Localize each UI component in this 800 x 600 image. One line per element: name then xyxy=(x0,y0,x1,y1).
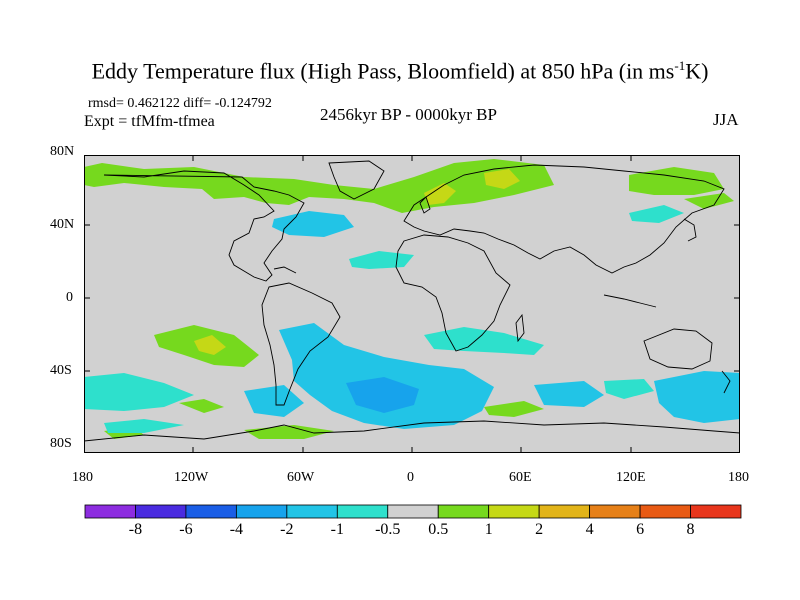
coast-madagascar xyxy=(515,313,525,343)
coast-europe-asia xyxy=(403,164,725,274)
y-tick-40N: 40N xyxy=(50,217,75,232)
map-title: Eddy Temperature flux (High Pass, Bloomf… xyxy=(91,58,709,84)
coast-uk xyxy=(419,196,431,214)
coast-australia xyxy=(643,328,713,370)
colorbar-box-3 xyxy=(235,504,288,519)
coast-new-zealand xyxy=(721,370,731,394)
colorbar-box-5 xyxy=(336,504,389,519)
x-tick-180-west: 180 xyxy=(72,470,93,485)
colorbar-label: 1 xyxy=(484,521,493,538)
anomaly-green-southern-ocean-b xyxy=(484,401,544,417)
colorbar-box-8 xyxy=(488,504,540,519)
coast-caribbean xyxy=(273,266,297,274)
y-tick-40S: 40S xyxy=(50,363,72,378)
coast-south-america xyxy=(261,282,341,406)
anomaly-cyan-south-atlantic-large xyxy=(279,323,494,429)
colorbar-label: -1 xyxy=(330,521,344,538)
world-map xyxy=(84,155,740,453)
anomaly-green-southern-ocean-a xyxy=(179,399,224,413)
coast-north-america xyxy=(103,170,305,282)
anomaly-yellow-siberia xyxy=(484,169,520,189)
colorbar-box-4 xyxy=(286,504,338,519)
x-tick-0: 0 xyxy=(407,470,414,485)
colorbar-label: -8 xyxy=(128,521,143,538)
anomaly-cyan-drake-passage xyxy=(244,385,304,417)
colorbar-box-12 xyxy=(690,504,742,519)
anomaly-cyan-southern-pacific xyxy=(84,373,194,411)
colorbar-label: 6 xyxy=(636,521,645,538)
coast-africa xyxy=(395,234,511,352)
coast-antarctica xyxy=(84,420,740,442)
colorbar-label: -0.5 xyxy=(375,521,401,538)
coast-greenland xyxy=(328,160,385,200)
anomaly-cyan-north-pacific xyxy=(629,205,684,223)
anomaly-cyan-antarctic-coast xyxy=(104,419,184,433)
colorbar-box-9 xyxy=(538,504,591,519)
colorbar-label: 4 xyxy=(585,521,594,538)
colorbar-label: 8 xyxy=(686,521,695,538)
map-tick-marks xyxy=(84,155,740,453)
colorbar-box-0 xyxy=(84,504,136,519)
coast-japan xyxy=(683,218,697,242)
anomaly-cyan-indian-ocean xyxy=(604,379,654,399)
anomaly-yellow-south-pacific xyxy=(194,335,226,355)
coastlines xyxy=(84,160,740,442)
coast-indonesia xyxy=(603,294,657,308)
colorbar-label: 0.5 xyxy=(428,521,449,538)
y-tick-0: 0 xyxy=(66,290,73,305)
colorbar xyxy=(84,504,742,519)
colorbar-box-7 xyxy=(437,504,490,519)
colorbar-label: -4 xyxy=(229,521,244,538)
anomaly-cyan-southern-ocean-east xyxy=(534,381,604,407)
anomaly-cyan-north-atlantic xyxy=(272,211,354,237)
x-tick-120E: 120E xyxy=(616,470,646,485)
colorbar-box-11 xyxy=(639,504,691,519)
anomaly-blue-south-atlantic-core xyxy=(346,377,419,413)
rmsd-diff-stats: rmsd= 0.462122 diff= -0.124792 xyxy=(88,96,272,111)
colorbar-boxes xyxy=(84,504,742,519)
x-tick-60E: 60E xyxy=(509,470,532,485)
colorbar-label: -6 xyxy=(179,521,193,538)
x-tick-60W: 60W xyxy=(287,470,315,485)
colorbar-box-1 xyxy=(135,504,187,519)
anomaly-green-pacific-north xyxy=(684,193,734,209)
colorbar-box-2 xyxy=(185,504,237,519)
x-tick-180-east: 180 xyxy=(728,470,749,485)
anomaly-yellow-europe xyxy=(424,183,456,205)
colorbar-box-10 xyxy=(589,504,641,519)
y-tick-80S: 80S xyxy=(50,436,72,451)
y-tick-80N: 80N xyxy=(50,144,75,159)
x-tick-120W: 120W xyxy=(174,470,209,485)
experiment-label: Expt = tfMfm-tfmea xyxy=(84,113,215,130)
colorbar-label: -2 xyxy=(280,521,294,538)
anomaly-cyan-southern-ocean-far-east xyxy=(654,371,740,423)
period-label: 2456kyr BP - 0000kyr BP xyxy=(320,105,497,124)
colorbar-box-6 xyxy=(387,504,439,519)
season-label: JJA xyxy=(713,110,739,129)
colorbar-label: 2 xyxy=(535,521,544,538)
